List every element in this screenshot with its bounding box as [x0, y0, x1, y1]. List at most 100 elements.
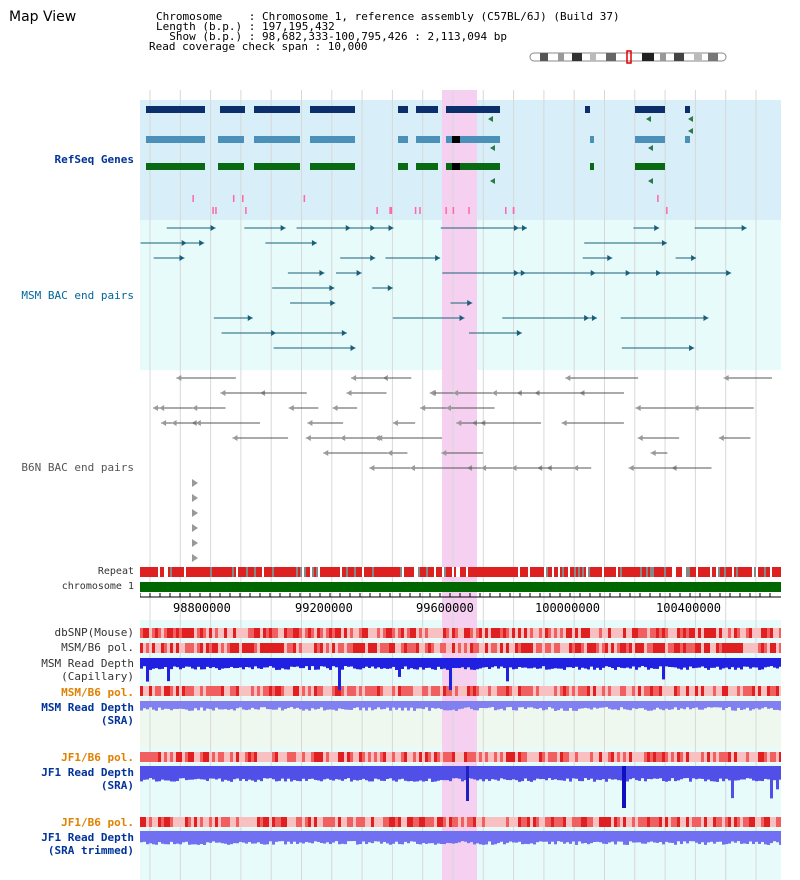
polymorphism-heat-mark — [530, 628, 533, 638]
polymorphism-heat-mark — [650, 628, 653, 638]
read-depth-bar — [695, 701, 698, 708]
gene-exon — [635, 136, 665, 143]
polymorphism-heat-mark — [623, 628, 626, 638]
polymorphism-heat-mark — [407, 817, 410, 827]
polymorphism-heat-mark — [179, 628, 182, 638]
read-depth-bar — [281, 701, 284, 711]
repeat-mark — [416, 567, 418, 577]
polymorphism-heat-mark — [140, 752, 143, 762]
bac-end-marker — [192, 405, 198, 411]
polymorphism-heat-mark — [311, 628, 314, 638]
bac-end-marker — [199, 240, 205, 246]
chromosome-ideogram[interactable] — [528, 50, 730, 64]
polymorphism-heat-mark — [272, 817, 275, 827]
polymorphism-heat-mark — [191, 628, 194, 638]
polymorphism-heat-mark — [683, 643, 686, 653]
genome-track-area[interactable] — [140, 90, 781, 880]
read-depth-bar — [323, 701, 326, 711]
repeat-mark — [172, 567, 174, 577]
track-label-msm-bac[interactable]: MSM BAC end pairs — [21, 289, 134, 302]
track-label-msm-depth-sra[interactable]: MSM Read Depth — [41, 701, 134, 714]
track-label-jf1-b6-pol[interactable]: JF1/B6 pol. — [61, 751, 134, 764]
read-depth-bar — [242, 766, 245, 780]
bac-end-marker — [350, 345, 356, 351]
read-depth-bar — [692, 701, 695, 709]
polymorphism-heat-mark — [566, 643, 569, 653]
read-depth-bar — [701, 658, 704, 667]
polymorphism-heat-mark — [296, 686, 299, 696]
read-depth-bar — [563, 831, 566, 844]
read-depth-bar — [545, 831, 548, 842]
chromosome-info: Chromosome : Chromosome 1, reference ass… — [156, 10, 620, 23]
polymorphism-heat-mark — [461, 686, 464, 696]
polymorphism-heat-mark — [224, 686, 227, 696]
read-depth-bar — [557, 658, 560, 669]
read-depth-bar — [248, 831, 251, 843]
read-depth-bar — [347, 701, 350, 710]
read-depth-bar — [293, 766, 296, 781]
polymorphism-heat-mark — [515, 643, 518, 653]
track-label-jf1-depth-trimmed[interactable]: JF1 Read Depth — [41, 831, 134, 844]
track-label-refseq-genes[interactable]: RefSeq Genes — [54, 153, 134, 166]
polymorphism-heat-mark — [701, 752, 704, 762]
bac-end-marker — [288, 405, 294, 411]
read-depth-bar — [410, 658, 413, 669]
polymorphism-heat-mark — [500, 628, 503, 638]
read-depth-bar — [530, 658, 533, 669]
polymorphism-heat-mark — [260, 817, 263, 827]
polymorphism-heat-mark — [680, 643, 683, 653]
read-depth-bar — [428, 658, 431, 668]
polymorphism-heat-mark — [236, 643, 239, 653]
polymorphism-heat-mark — [500, 643, 503, 653]
bac-end-marker — [703, 315, 709, 321]
polymorphism-heat-mark — [704, 686, 707, 696]
read-depth-bar — [233, 831, 236, 844]
read-depth-bar — [293, 701, 296, 709]
repeat-mark — [310, 567, 312, 577]
polymorphism-heat-mark — [440, 628, 443, 638]
polymorphism-heat-mark — [668, 686, 671, 696]
read-depth-bar — [158, 701, 161, 708]
repeat-mark — [738, 567, 740, 577]
polymorphism-heat-mark — [542, 752, 545, 762]
read-depth-bar — [449, 831, 452, 844]
read-depth-bar — [419, 831, 422, 845]
read-depth-bar — [143, 831, 146, 842]
read-depth-bar — [698, 831, 701, 845]
repeat-mark — [672, 567, 674, 577]
read-depth-bar — [566, 658, 569, 668]
polymorphism-heat-mark — [161, 686, 164, 696]
repeat-mark — [648, 567, 650, 577]
repeat-mark — [296, 567, 298, 577]
read-depth-bar — [422, 766, 425, 782]
track-label-dbsnp[interactable]: dbSNP(Mouse) — [54, 626, 134, 639]
repeat-mark — [658, 567, 660, 577]
track-label-jf1-depth[interactable]: JF1 Read Depth — [41, 766, 134, 779]
read-depth-bar — [404, 831, 407, 842]
repeat-mark — [664, 567, 666, 577]
read-depth-bar — [677, 658, 680, 669]
polymorphism-heat-mark — [248, 817, 251, 827]
track-label-b6n-bac[interactable]: B6N BAC end pairs — [21, 461, 134, 474]
repeat-mark — [750, 567, 752, 577]
read-depth-bar — [443, 831, 446, 845]
read-depth-bar — [305, 701, 308, 710]
track-label-jf1-b6-pol-2[interactable]: JF1/B6 pol. — [61, 816, 134, 829]
read-depth-bar — [761, 831, 764, 842]
track-label-msm-b6-pol[interactable]: MSM/B6 pol. — [61, 641, 134, 654]
read-depth-bar — [752, 831, 755, 845]
read-depth-bar — [731, 701, 734, 711]
repeat-mark — [778, 567, 780, 577]
polymorphism-heat-mark — [722, 686, 725, 696]
track-label-msm-b6-pol-sra[interactable]: MSM/B6 pol. — [61, 686, 134, 699]
track-label-msm-depth-capillary[interactable]: MSM Read Depth — [41, 657, 134, 670]
read-depth-bar — [596, 701, 599, 709]
repeat-mark — [466, 567, 468, 577]
repeat-mark — [164, 567, 166, 577]
repeat-mark — [396, 567, 398, 577]
read-depth-bar — [554, 831, 557, 845]
read-depth-bar — [152, 831, 155, 845]
read-depth-bar — [641, 831, 644, 844]
polymorphism-heat-mark — [434, 817, 437, 827]
read-depth-bar — [467, 701, 470, 708]
